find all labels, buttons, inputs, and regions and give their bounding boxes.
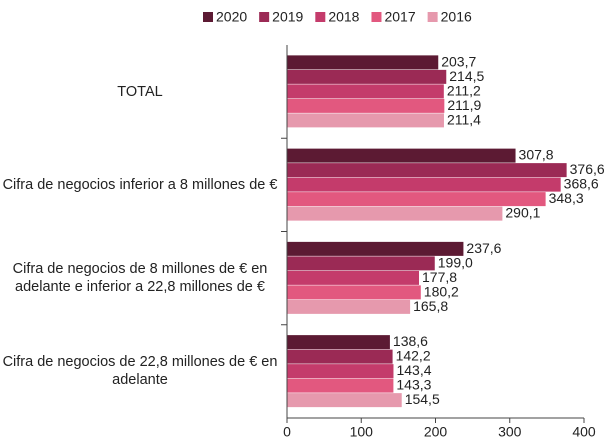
legend-label: 2017	[384, 9, 415, 25]
y-tick-label: TOTAL	[117, 83, 163, 100]
data-label: 199,0	[438, 254, 473, 270]
data-label: 138,6	[393, 333, 428, 349]
bar	[287, 69, 447, 84]
bar	[287, 256, 435, 271]
bar	[287, 299, 411, 314]
legend-label: 2016	[441, 9, 472, 25]
data-label: 165,8	[413, 298, 448, 314]
data-label: 143,4	[396, 362, 431, 378]
bar	[287, 378, 394, 393]
data-label: 211,2	[447, 82, 481, 98]
legend-label: 2020	[216, 9, 247, 25]
x-tick-label: 0	[283, 424, 291, 440]
legend-swatch	[315, 12, 326, 22]
bar	[287, 364, 394, 379]
bar	[287, 270, 420, 285]
legend-swatch	[203, 12, 213, 22]
bar	[287, 285, 421, 300]
bar	[287, 206, 503, 221]
x-tick-label: 400	[572, 424, 596, 440]
bar	[287, 349, 393, 364]
bar	[287, 148, 516, 163]
bar	[287, 393, 402, 408]
bar	[287, 241, 464, 256]
y-tick-label: Cifra de negocios inferior a 8 millones …	[2, 176, 278, 193]
bar	[287, 55, 439, 70]
y-tick-label: Cifra de negocios de 8 millones de € en …	[12, 261, 268, 296]
data-label: 368,6	[564, 176, 599, 192]
data-label: 376,6	[570, 161, 604, 177]
bar	[287, 163, 567, 178]
legend-swatch	[427, 12, 438, 22]
x-tick-label: 100	[350, 424, 374, 440]
legend-label: 2018	[328, 9, 359, 25]
y-tick-label: Cifra de negocios de 22,8 millones de € …	[2, 354, 278, 389]
data-label: 142,2	[396, 348, 431, 364]
data-label: 211,9	[447, 97, 481, 113]
x-tick-label: 300	[498, 424, 522, 440]
bar	[287, 192, 546, 207]
bar	[287, 98, 445, 113]
data-label: 307,8	[519, 147, 554, 163]
bar	[287, 335, 390, 350]
data-label: 154,5	[405, 391, 440, 407]
legend-swatch	[259, 12, 270, 22]
legend-label: 2019	[272, 9, 303, 25]
data-label: 214,5	[449, 68, 484, 84]
data-label: 143,3	[396, 377, 431, 393]
data-label: 203,7	[441, 53, 476, 69]
bar	[287, 177, 561, 192]
data-label: 348,3	[549, 190, 584, 206]
bar	[287, 84, 444, 99]
data-label: 290,1	[505, 205, 540, 221]
data-label: 237,6	[466, 240, 501, 256]
x-tick-label: 200	[424, 424, 448, 440]
legend-swatch	[371, 12, 382, 22]
data-label: 177,8	[422, 269, 457, 285]
data-label: 180,2	[424, 283, 459, 299]
data-label: 211,4	[447, 111, 481, 127]
bar	[287, 113, 444, 128]
